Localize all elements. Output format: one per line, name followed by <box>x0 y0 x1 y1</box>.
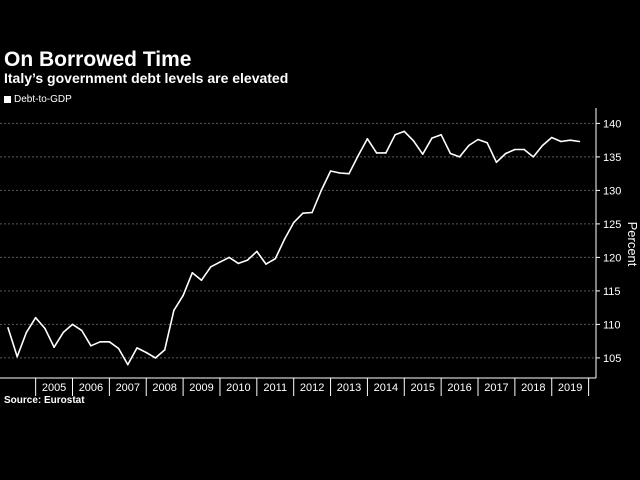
y-axis-ticks: 105 110 115 120 125 130 135 140 <box>596 118 621 365</box>
legend-swatch <box>4 96 11 103</box>
data-point-1 <box>16 355 19 358</box>
data-point-26 <box>246 259 249 261</box>
data-point-8 <box>80 329 83 332</box>
x-tick-label-2008: 2008 <box>152 382 176 394</box>
grid-lines <box>0 122 596 359</box>
data-point-0 <box>7 327 9 329</box>
data-point-30 <box>283 238 286 241</box>
data-point-33 <box>311 211 313 214</box>
legend: Debt-to-GDP <box>4 94 72 105</box>
y-tick-label-140: 140 <box>603 118 621 130</box>
legend-label: Debt-to-GDP <box>14 94 72 105</box>
data-point-39 <box>366 138 369 140</box>
data-point-46 <box>431 137 433 139</box>
data-point-36 <box>339 172 341 174</box>
data-point-19 <box>182 294 184 297</box>
series-group <box>7 130 581 366</box>
data-point-6 <box>62 331 65 334</box>
data-point-51 <box>477 138 479 141</box>
data-point-17 <box>163 349 166 351</box>
data-point-14 <box>136 347 138 349</box>
data-point-3 <box>34 316 37 319</box>
data-point-5 <box>53 346 55 349</box>
data-point-43 <box>403 130 406 133</box>
x-tick-label-2012: 2012 <box>300 382 324 394</box>
data-point-57 <box>532 156 535 158</box>
data-point-32 <box>302 212 304 214</box>
chart-title: On Borrowed Time <box>4 48 192 71</box>
data-point-62 <box>578 140 581 143</box>
chart-subtitle: Italy’s government debt levels are eleva… <box>4 70 289 86</box>
x-tick-label-2005: 2005 <box>42 382 66 394</box>
data-point-12 <box>117 347 120 350</box>
x-tick-label-2007: 2007 <box>116 382 140 394</box>
data-point-48 <box>449 152 452 155</box>
data-point-13 <box>127 363 129 366</box>
x-axis-ticks: 2005 2006 2007 2008 2009 2010 2011 2012 2013 2014… <box>35 378 590 396</box>
data-point-20 <box>191 272 194 274</box>
x-tick-label-2009: 2009 <box>189 382 213 394</box>
data-point-53 <box>495 161 498 164</box>
data-point-42 <box>394 134 396 136</box>
y-tick-label-105: 105 <box>603 353 621 365</box>
data-point-24 <box>228 256 230 259</box>
data-point-22 <box>210 266 212 268</box>
y-tick-label-115: 115 <box>603 286 621 298</box>
data-point-41 <box>385 152 387 154</box>
x-tick-label-2010: 2010 <box>226 382 250 394</box>
data-point-44 <box>412 140 415 142</box>
data-point-9 <box>90 345 92 347</box>
source-note: Source: Eurostat <box>4 395 85 406</box>
data-point-25 <box>237 262 240 265</box>
data-point-59 <box>550 136 553 139</box>
y-tick-label-125: 125 <box>603 219 621 231</box>
x-tick-label-2019: 2019 <box>558 382 582 394</box>
data-point-52 <box>486 142 489 144</box>
data-point-23 <box>219 261 221 263</box>
data-point-29 <box>274 257 277 260</box>
data-point-37 <box>348 172 350 175</box>
data-point-7 <box>71 323 74 326</box>
data-point-40 <box>375 152 378 154</box>
y-tick-label-110: 110 <box>603 319 621 331</box>
data-point-50 <box>468 144 470 147</box>
data-point-54 <box>504 152 507 155</box>
x-tick-label-2011: 2011 <box>263 382 287 394</box>
y-tick-label-120: 120 <box>603 252 621 264</box>
series-line-debt-to-gdp <box>7 130 580 366</box>
data-point-15 <box>145 351 147 354</box>
data-point-18 <box>173 309 175 312</box>
data-point-34 <box>320 189 323 192</box>
data-point-28 <box>265 263 267 265</box>
data-point-21 <box>200 279 203 282</box>
x-tick-label-2014: 2014 <box>374 382 398 394</box>
data-point-49 <box>458 156 461 158</box>
x-tick-label-2016: 2016 <box>447 382 471 394</box>
x-tick-label-2017: 2017 <box>484 382 508 394</box>
data-point-45 <box>421 153 424 155</box>
data-point-4 <box>44 327 46 330</box>
x-tick-label-2015: 2015 <box>410 382 434 394</box>
data-point-58 <box>541 144 544 147</box>
data-point-35 <box>329 170 332 172</box>
data-point-27 <box>255 250 258 253</box>
y-tick-label-130: 130 <box>603 185 621 197</box>
data-point-56 <box>523 148 525 151</box>
data-point-61 <box>569 139 571 141</box>
y-tick-label-135: 135 <box>603 152 621 164</box>
data-point-10 <box>99 341 101 343</box>
x-tick-label-2013: 2013 <box>337 382 361 394</box>
data-point-38 <box>357 154 360 157</box>
data-point-16 <box>154 357 157 359</box>
data-point-2 <box>25 331 28 334</box>
data-point-11 <box>108 341 111 343</box>
y-axis-title: Percent <box>625 222 640 267</box>
data-point-31 <box>292 221 295 224</box>
data-point-60 <box>560 140 562 143</box>
data-point-55 <box>514 148 516 151</box>
x-tick-label-2006: 2006 <box>79 382 103 394</box>
data-point-47 <box>440 134 443 136</box>
x-tick-label-2018: 2018 <box>521 382 545 394</box>
